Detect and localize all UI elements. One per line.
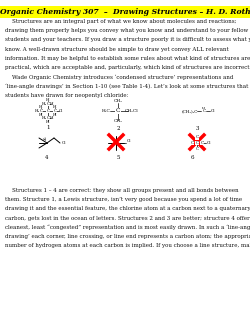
- Text: Cl: Cl: [207, 141, 211, 145]
- Text: CH₃: CH₃: [114, 119, 122, 123]
- Text: C: C: [54, 109, 56, 113]
- Text: drawing them properly helps you convey what you know and understand to your fell: drawing them properly helps you convey w…: [5, 28, 248, 33]
- Text: information. It may be helpful to establish some rules about what kind of struct: information. It may be helpful to establ…: [5, 56, 250, 61]
- Text: C: C: [46, 116, 50, 120]
- Text: H: H: [53, 105, 57, 109]
- Text: C: C: [190, 141, 194, 145]
- Text: H₃C: H₃C: [102, 109, 110, 113]
- Text: 2: 2: [116, 126, 120, 131]
- Text: H: H: [50, 116, 54, 120]
- Text: C: C: [40, 109, 42, 113]
- Text: CH₂Cl: CH₂Cl: [125, 109, 139, 113]
- Text: Structures 1 – 4 are correct: they show all groups present and all bonds between: Structures 1 – 4 are correct: they show …: [5, 188, 238, 193]
- Text: 5: 5: [116, 155, 120, 160]
- Text: cleanest, least “congested” representation and is most easily drawn. In such a ‘: cleanest, least “congested” representati…: [5, 225, 250, 230]
- Text: 4: 4: [45, 155, 49, 160]
- Text: C: C: [200, 141, 203, 145]
- Text: know. A well-drawn structure should be simple to draw yet convey ALL relevant: know. A well-drawn structure should be s…: [5, 47, 229, 52]
- Text: C: C: [116, 109, 120, 113]
- Text: H: H: [35, 109, 39, 113]
- Text: Cl: Cl: [58, 109, 63, 113]
- Text: C: C: [46, 109, 50, 113]
- Text: C: C: [196, 147, 198, 151]
- Text: H: H: [50, 102, 54, 106]
- Text: (CH₃)₃C: (CH₃)₃C: [182, 109, 198, 113]
- Text: 1: 1: [46, 125, 50, 130]
- Text: H: H: [46, 120, 50, 124]
- Text: students have drawn for neopentyl chloride:: students have drawn for neopentyl chlori…: [5, 93, 128, 98]
- Text: C: C: [196, 136, 198, 140]
- Text: C: C: [196, 141, 198, 145]
- Text: Organic Chemistry 307  –  Drawing Structures – H. D. Roth: Organic Chemistry 307 – Drawing Structur…: [0, 8, 250, 16]
- Text: drawing’ each corner, line crossing, or line end represents a carbon atom; the a: drawing’ each corner, line crossing, or …: [5, 234, 250, 239]
- Text: C: C: [46, 102, 50, 106]
- Text: H: H: [39, 113, 43, 117]
- Text: drawing it and the essential feature, the chlorine atom at a carbon next to a qu: drawing it and the essential feature, th…: [5, 206, 250, 211]
- Text: H₂: H₂: [202, 107, 206, 111]
- Text: students and your teachers. If you draw a structure poorly it is difficult to as: students and your teachers. If you draw …: [5, 37, 250, 42]
- Text: Structures are an integral part of what we know about molecules and reactions;: Structures are an integral part of what …: [5, 19, 236, 24]
- Text: Cl: Cl: [62, 141, 66, 145]
- Text: Wade Organic Chemistry introduces ‘condensed structure’ representations and: Wade Organic Chemistry introduces ‘conde…: [5, 74, 234, 79]
- Text: CH₃: CH₃: [114, 99, 122, 103]
- Text: number of hydrogen atoms at each carbon is implied. If you choose a line structu: number of hydrogen atoms at each carbon …: [5, 243, 250, 248]
- Text: H: H: [42, 116, 46, 120]
- Text: H: H: [39, 105, 43, 109]
- Text: practical, which are acceptable and, particularly, which kind of structures are : practical, which are acceptable and, par…: [5, 65, 250, 70]
- Text: H: H: [42, 102, 46, 106]
- Text: H: H: [46, 98, 50, 102]
- Text: them. Structure 1, a Lewis structure, isn’t very good because you spend a lot of: them. Structure 1, a Lewis structure, is…: [5, 197, 242, 202]
- Text: 6: 6: [190, 155, 194, 160]
- Text: H: H: [53, 113, 57, 117]
- Text: C: C: [202, 109, 205, 113]
- Text: Cl: Cl: [211, 109, 215, 113]
- Text: Cl: Cl: [127, 139, 132, 143]
- Text: carbon, gets lost in the ocean of letters. Structures 2 and 3 are better; struct: carbon, gets lost in the ocean of letter…: [5, 215, 250, 221]
- Text: 3: 3: [195, 126, 199, 131]
- Text: ‘line-angle drawings’ in Section 1-10 (see Table 1-4). Let’s look at some struct: ‘line-angle drawings’ in Section 1-10 (s…: [5, 83, 248, 89]
